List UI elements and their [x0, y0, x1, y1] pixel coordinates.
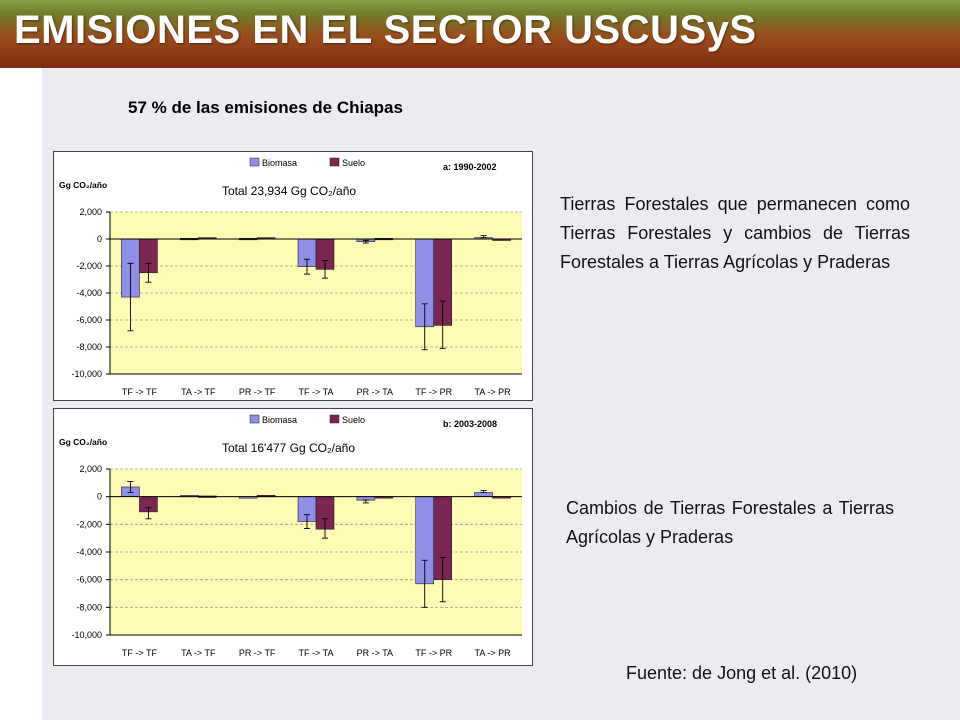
y-tick-label: -4,000 — [76, 288, 102, 298]
legend-swatch-biomasa — [249, 157, 260, 167]
slide-subtitle: 57 % de las emisiones de Chiapas — [128, 98, 403, 117]
category-label: TA -> PR — [475, 387, 512, 397]
legend-swatch-suelo — [329, 157, 340, 167]
y-tick-label: -4,000 — [76, 547, 102, 557]
description-forest-remaining: Tierras Forestales que permanecen como T… — [560, 194, 910, 272]
bar-biomasa — [356, 496, 376, 501]
y-axis-label: Gg CO₂/año — [59, 437, 107, 447]
chart-title: Total 16'477 Gg CO₂/año — [222, 441, 355, 455]
y-tick-label: 0 — [97, 234, 102, 244]
panel-label: a: 1990-2002 — [443, 162, 497, 172]
description-forest-conversion: Cambios de Tierras Forestales a Tierras … — [566, 498, 894, 547]
bar-biomasa — [474, 492, 493, 497]
legend-label-biomasa: Biomasa — [262, 158, 297, 168]
category-label: TF -> PR — [415, 648, 452, 658]
category-label: TF -> PR — [415, 387, 452, 397]
legend-label-biomasa: Biomasa — [262, 415, 297, 425]
title-bar: EMISIONES EN EL SECTOR USCUSyS — [0, 0, 960, 68]
source-citation: Fuente: de Jong et al. (2010) — [626, 663, 858, 683]
category-label: TA -> PR — [475, 648, 512, 658]
category-label: TF -> TF — [122, 648, 158, 658]
y-tick-label: -8,000 — [76, 602, 102, 612]
legend: Biomasa Suelo — [249, 157, 365, 168]
category-label: PR -> TA — [357, 648, 393, 658]
category-label: TF -> TA — [299, 648, 334, 658]
category-label: TA -> TF — [181, 648, 216, 658]
y-tick-label: 2,000 — [79, 464, 102, 474]
legend-swatch-biomasa — [249, 414, 260, 424]
legend: Biomasa Suelo — [249, 414, 365, 425]
category-label: TF -> TF — [122, 387, 158, 397]
category-label: PR -> TF — [239, 648, 276, 658]
y-tick-label: -10,000 — [71, 630, 102, 640]
chart-a-svg: -10,000 -8,000 -6,000 -4,000 -2,000 0 2,000 TF … — [59, 157, 522, 397]
y-tick-label: -6,000 — [76, 575, 102, 585]
category-label: PR -> TF — [239, 387, 276, 397]
panel-label: b: 2003-2008 — [443, 419, 497, 429]
chart-panel-b: -10,000 -8,000 -6,000 -4,000 -2,000 0 2,000 TF … — [53, 408, 533, 666]
category-label: PR -> TA — [357, 387, 393, 397]
y-tick-label: -10,000 — [71, 369, 102, 379]
y-tick-label: 0 — [97, 492, 102, 502]
chart-b-svg: -10,000 -8,000 -6,000 -4,000 -2,000 0 2,000 TF … — [59, 414, 522, 658]
y-tick-label: -2,000 — [76, 519, 102, 529]
slide-title: EMISIONES EN EL SECTOR USCUSyS — [14, 8, 757, 52]
y-axis-label: Gg CO₂/año — [59, 180, 107, 190]
left-margin-strip — [0, 68, 42, 720]
legend-label-suelo: Suelo — [342, 158, 365, 168]
y-tick-label: -2,000 — [76, 261, 102, 271]
y-tick-label: 2,000 — [79, 207, 102, 217]
y-tick-label: -8,000 — [76, 342, 102, 352]
category-label: TF -> TA — [299, 387, 334, 397]
y-tick-label: -6,000 — [76, 315, 102, 325]
category-label: TA -> TF — [181, 387, 216, 397]
legend-swatch-suelo — [329, 414, 340, 424]
chart-panel-a: -10,000 -8,000 -6,000 -4,000 -2,000 0 2,000 TF … — [53, 151, 533, 401]
legend-label-suelo: Suelo — [342, 415, 365, 425]
chart-title: Total 23,934 Gg CO₂/año — [222, 184, 356, 198]
